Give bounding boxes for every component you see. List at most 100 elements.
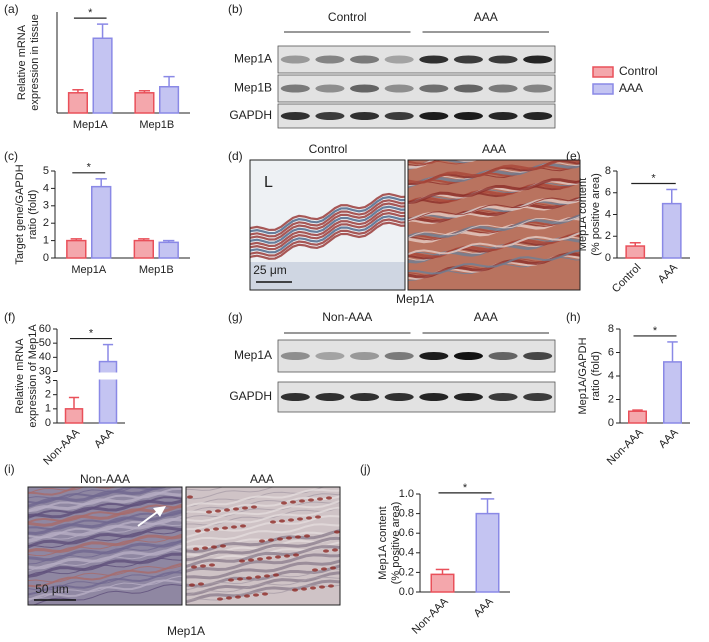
panel-label: (c) [4,149,18,163]
stained-cell [292,588,298,592]
tissue-streak [408,178,580,205]
stained-cell [326,496,332,500]
stained-cell [330,566,336,570]
legend-label: AAA [619,81,643,95]
y-axis-label: ratio (fold) [590,351,602,401]
tissue-streak [28,496,182,519]
blot-band [453,55,483,64]
y-tick-label: 6 [608,346,614,358]
blot-band [523,55,553,64]
y-tick-label: 0.4 [399,547,414,559]
blot-band [453,352,483,360]
stained-cell [255,575,261,579]
tissue-streak [408,163,580,186]
stained-cell [270,520,276,524]
tissue-streak [186,487,327,508]
panel-label: (i) [4,462,15,476]
tissue-streak [28,517,182,544]
stained-cell [228,578,234,582]
stained-cell [306,516,312,520]
tissue-streak [408,231,580,256]
bar [159,85,180,114]
stained-cell [191,565,197,569]
micrograph [408,160,580,290]
tissue-streak [186,506,340,531]
panel-label: (a) [4,2,19,16]
tissue-streak [408,197,580,223]
blot-band [523,84,553,93]
blot-row-label: Mep1A [234,52,272,66]
bar [158,241,179,259]
y-axis-label: Mep1A content [377,506,389,579]
x-tick-label: Non-AAA [605,426,646,467]
stained-cell [248,558,254,562]
stained-cell [279,519,285,523]
scale-bar-label: 25 μm [253,263,287,277]
stained-cell [286,536,292,540]
stained-cell [332,548,338,552]
stained-cell [246,576,252,580]
stained-cell [299,499,305,503]
tissue-streak [28,504,182,524]
tissue-layer [250,218,405,257]
panel-label: (d) [228,149,243,163]
blot-band [419,352,449,360]
stained-cell [222,526,228,530]
blot-band [419,112,449,120]
tissue-streak [408,197,580,221]
blot-group-label: AAA [474,310,498,324]
tissue-layer [250,199,405,238]
blot-row-label: GAPDH [229,108,272,122]
arrow [137,509,161,527]
tissue-streak [186,564,340,588]
significance-label: * [653,325,658,337]
stained-cell [317,497,323,501]
y-axis-label: expression in tissue [29,14,41,111]
tissue-streak [186,545,340,569]
legend-label: Control [619,64,658,78]
tissue-streak [28,571,182,596]
blot-band [280,84,310,93]
stained-cell [284,554,290,558]
tissue-streak [186,500,340,522]
tissue-layer [250,221,405,260]
tissue-streak [28,579,182,602]
y-tick-label: 1 [43,235,49,247]
y-axis-label: expression of Mep1A [27,324,39,428]
tissue-streak [186,488,340,508]
y-tick-label: 0.8 [399,508,414,520]
y-axis-label: Target gene/GAPDH [14,164,26,264]
stained-cell [187,495,193,499]
blot-band [350,84,380,93]
stained-cell [244,594,250,598]
micrograph [186,487,340,605]
stained-cell [251,505,257,509]
bar [663,361,682,424]
blot-band [384,55,414,64]
tissue-streak [28,523,182,541]
y-tick-label: 30 [39,365,51,377]
x-tick-label: Control [610,262,644,296]
bar [133,239,155,259]
stained-cell [239,559,245,563]
stained-cell [189,583,195,587]
blot-band [488,84,518,93]
panel-label: (f) [4,310,15,324]
stain-label: Mep1A [396,292,434,306]
tissue-streak [186,523,340,544]
tissue-streak [28,564,182,583]
tissue-streak [408,160,442,165]
tissue-streak [28,487,118,496]
micrograph-frame [249,159,406,291]
stained-cell [262,592,268,596]
lumen-label: L [264,174,273,191]
y-axis-label: ratio (fold) [27,190,39,240]
tissue-streak [186,553,340,573]
blot-band [384,352,414,360]
y-tick-label: 4 [43,182,49,194]
stained-cell [295,535,301,539]
y-axis-label: (% positive area) [590,173,602,256]
stained-cell [277,537,283,541]
tissue-layer [250,202,405,241]
blot-band [315,112,345,120]
